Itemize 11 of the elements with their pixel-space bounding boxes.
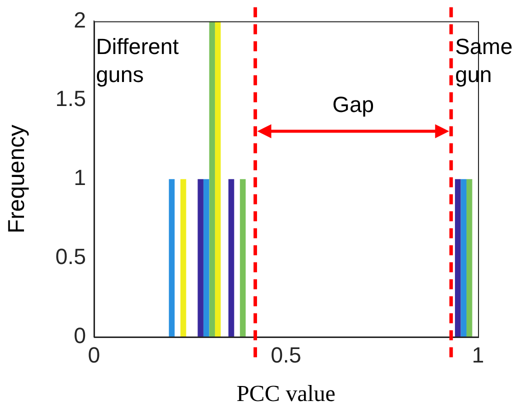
y-tick-label: 2 bbox=[74, 7, 86, 32]
y-tick-label: 1.5 bbox=[55, 86, 86, 112]
x-tick-label: 0.5 bbox=[270, 342, 302, 368]
x-tick-label: 1 bbox=[472, 342, 484, 368]
y-axis-title: Frequency bbox=[3, 124, 30, 234]
y-tick-label: 1 bbox=[74, 165, 86, 190]
y-tick-label: 0 bbox=[74, 323, 86, 348]
annotation: Gap bbox=[331, 91, 375, 120]
y-tick-label: 0.5 bbox=[55, 244, 86, 270]
x-axis-title: PCC value bbox=[236, 381, 336, 406]
annotation: Different guns bbox=[96, 33, 180, 90]
